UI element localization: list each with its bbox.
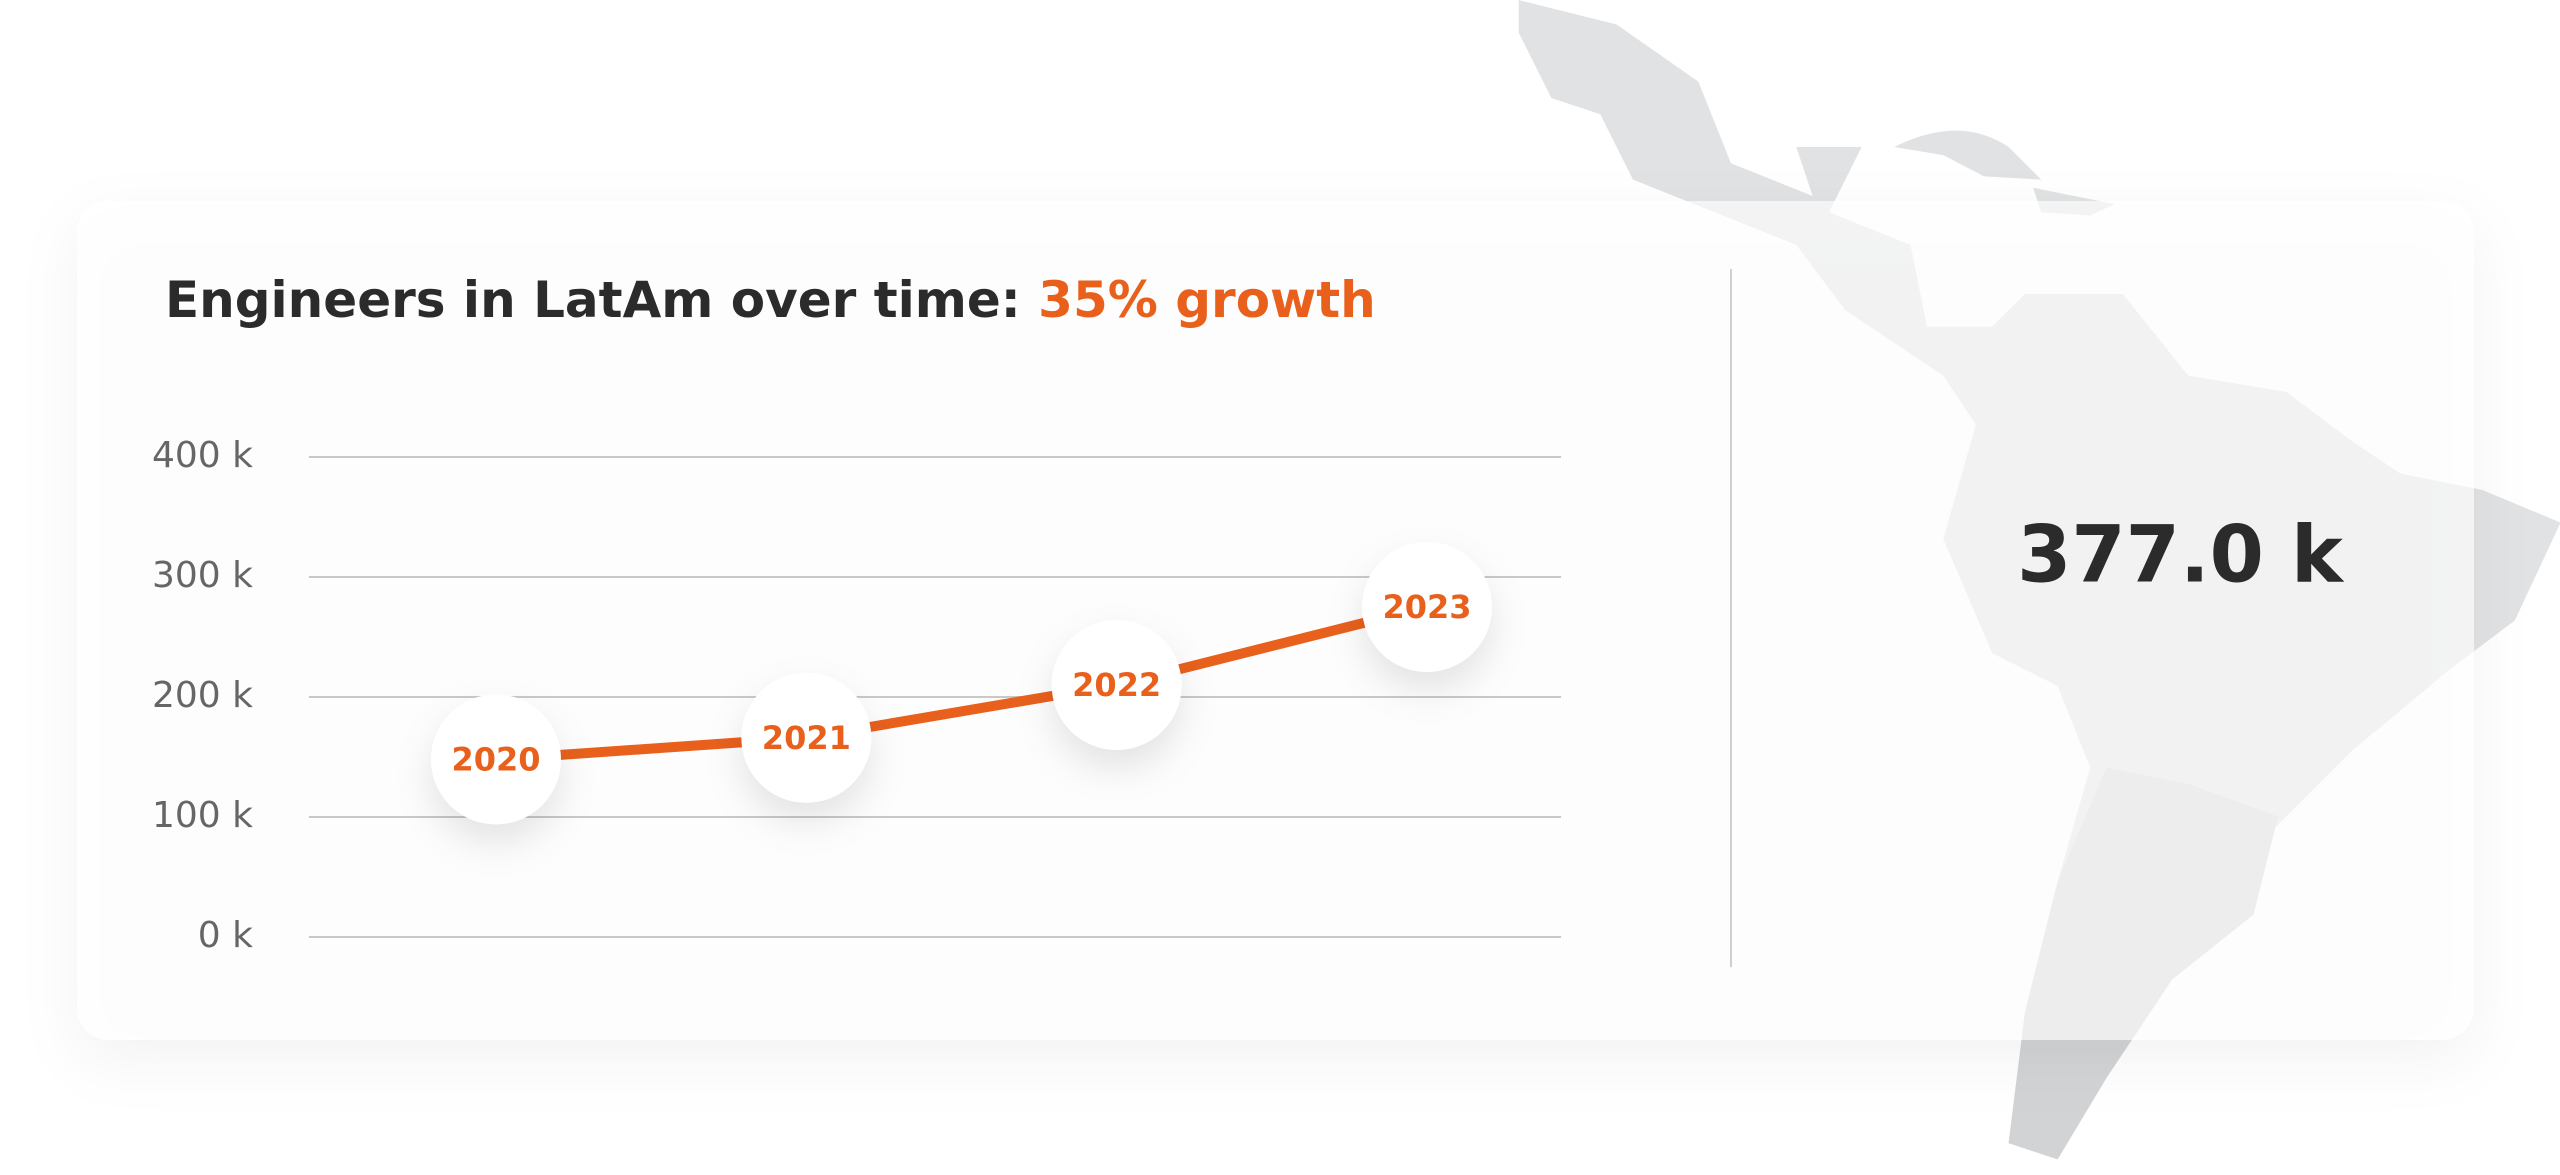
x-category-label: 2021 (762, 719, 851, 757)
point-bubble (1051, 620, 1182, 750)
y-tick-label: 100 k (152, 795, 253, 836)
title-highlight: 35% growth (1038, 271, 1376, 329)
point-bubble (431, 694, 561, 825)
x-category-label: 2023 (1382, 588, 1471, 626)
point-bubble (741, 672, 872, 803)
card (77, 201, 2474, 1040)
y-tick-label: 200 k (152, 675, 253, 716)
x-category-label: 2022 (1072, 666, 1161, 704)
chart-title: Engineers in LatAm over time: 35% growth (165, 271, 1376, 329)
y-tick-label: 400 k (152, 435, 253, 476)
highlight-value: 377.0 k (2017, 510, 2345, 600)
x-category-label: 2020 (451, 740, 540, 778)
data-line (491, 602, 1432, 765)
y-tick-label: 300 k (152, 555, 253, 596)
y-tick-label: 0 k (198, 915, 253, 956)
title-text: Engineers in LatAm over time: (165, 271, 1038, 329)
plot: 0 k 100 k 200 k 300 k 400 k 2020 2021 2022 2023 (152, 435, 1561, 956)
point-bubble (1362, 542, 1492, 672)
